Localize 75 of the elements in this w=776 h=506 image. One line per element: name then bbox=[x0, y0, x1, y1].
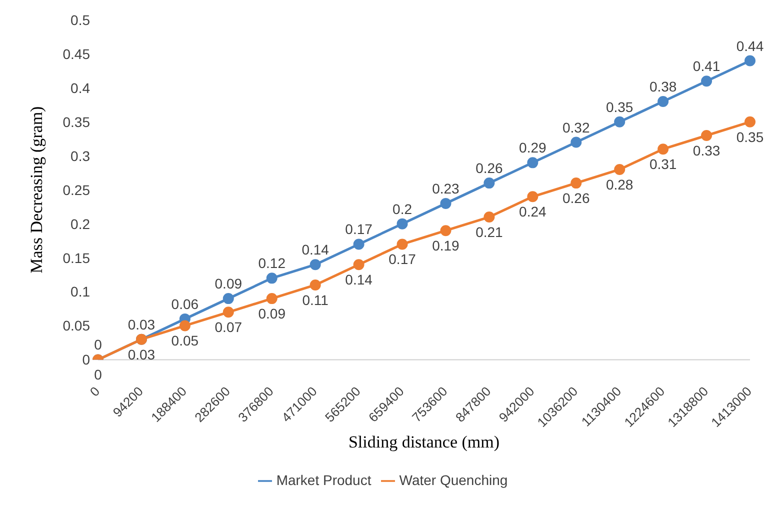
data-label: 0.31 bbox=[649, 156, 677, 172]
point bbox=[658, 96, 669, 108]
point bbox=[744, 116, 756, 128]
point bbox=[222, 306, 234, 318]
point bbox=[179, 320, 190, 332]
data-label: 0.44 bbox=[736, 38, 764, 54]
data-label: 0.2 bbox=[392, 200, 412, 217]
point bbox=[570, 136, 582, 148]
data-label: 0.17 bbox=[345, 221, 373, 238]
data-label: 0.03 bbox=[128, 346, 156, 362]
data-label: 0.41 bbox=[692, 58, 720, 74]
y-tick-label: 0.4 bbox=[70, 80, 90, 96]
y-tick-label: 0.5 bbox=[70, 12, 90, 28]
data-label: 0.38 bbox=[649, 78, 677, 95]
legend-label: Market Product bbox=[276, 472, 372, 488]
data-label: 0.12 bbox=[258, 255, 286, 272]
x-tick-label: 0 bbox=[86, 384, 103, 400]
point bbox=[701, 76, 712, 87]
data-label: 0.35 bbox=[606, 98, 634, 115]
data-label: 0.26 bbox=[562, 190, 590, 206]
y-tick-label: 0.35 bbox=[62, 114, 90, 130]
data-label: 0.06 bbox=[171, 296, 199, 312]
data-label: 0.09 bbox=[214, 276, 242, 292]
point bbox=[527, 157, 538, 168]
data-label: 0.14 bbox=[302, 242, 330, 258]
point bbox=[266, 272, 278, 284]
data-label: 0.11 bbox=[302, 292, 329, 308]
data-label: 0.24 bbox=[519, 204, 547, 220]
y-tick-label: 0.15 bbox=[62, 250, 90, 266]
y-tick-label: 0.2 bbox=[70, 216, 90, 232]
point bbox=[527, 191, 538, 202]
data-label: 0 bbox=[94, 366, 102, 383]
point bbox=[440, 225, 452, 236]
data-label: 0.33 bbox=[692, 142, 720, 158]
data-label: 0.07 bbox=[214, 319, 242, 336]
point bbox=[310, 259, 321, 270]
data-label: 0.05 bbox=[171, 332, 199, 349]
x-axis-title: Sliding distance (mm) bbox=[348, 432, 500, 452]
point bbox=[310, 279, 321, 290]
point bbox=[744, 55, 756, 66]
data-label: 0.21 bbox=[476, 224, 504, 240]
data-label: 0.26 bbox=[476, 160, 504, 176]
data-label: 0.19 bbox=[432, 238, 460, 254]
point bbox=[396, 238, 408, 250]
y-tick-label: 0.25 bbox=[62, 182, 90, 198]
point bbox=[353, 259, 364, 270]
point bbox=[440, 198, 452, 209]
y-tick-label: 0.1 bbox=[70, 284, 90, 300]
point bbox=[266, 293, 278, 304]
y-axis-title: Mass Decreasing (gram) bbox=[27, 106, 46, 274]
data-label: 0.09 bbox=[258, 305, 286, 322]
point bbox=[396, 218, 408, 230]
point bbox=[701, 130, 712, 141]
point bbox=[222, 293, 234, 304]
data-label: 0.35 bbox=[736, 128, 764, 145]
data-label: 0.03 bbox=[128, 316, 156, 332]
y-tick-label: 0 bbox=[82, 352, 90, 368]
data-label: 0.14 bbox=[345, 272, 373, 288]
point bbox=[570, 178, 582, 189]
data-label: 0.17 bbox=[388, 251, 416, 268]
point bbox=[614, 116, 626, 128]
data-label: 0 bbox=[94, 336, 102, 353]
y-tick-label: 0.45 bbox=[62, 46, 90, 62]
point bbox=[614, 164, 626, 175]
y-tick-label: 0.05 bbox=[62, 318, 90, 334]
data-label: 0.23 bbox=[432, 180, 460, 196]
point bbox=[484, 178, 495, 189]
point bbox=[484, 212, 495, 223]
data-label: 0.29 bbox=[519, 140, 547, 156]
point bbox=[658, 144, 669, 155]
data-label: 0.28 bbox=[606, 176, 634, 192]
legend-label: Water Quenching bbox=[399, 472, 508, 488]
y-tick-label: 0.3 bbox=[70, 148, 90, 164]
point bbox=[353, 238, 364, 250]
data-label: 0.32 bbox=[562, 119, 590, 136]
